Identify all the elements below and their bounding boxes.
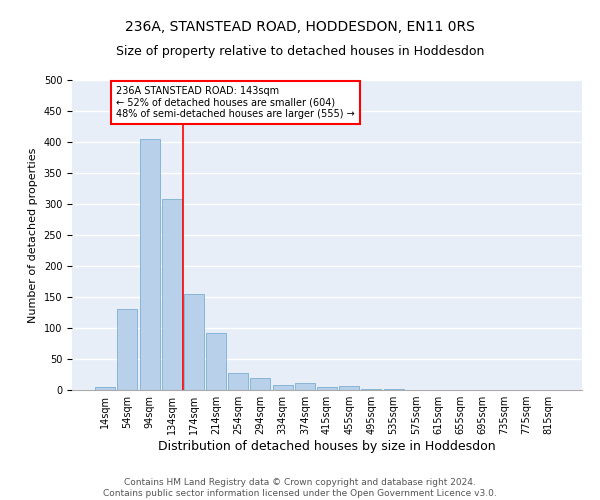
- Text: 236A STANSTEAD ROAD: 143sqm
← 52% of detached houses are smaller (604)
48% of se: 236A STANSTEAD ROAD: 143sqm ← 52% of det…: [116, 86, 355, 120]
- Bar: [206, 333, 226, 390]
- Y-axis label: Number of detached properties: Number of detached properties: [28, 148, 38, 322]
- Bar: [162, 199, 182, 390]
- Text: 236A, STANSTEAD ROAD, HODDESDON, EN11 0RS: 236A, STANSTEAD ROAD, HODDESDON, EN11 0R…: [125, 20, 475, 34]
- Bar: [184, 294, 204, 390]
- X-axis label: Distribution of detached houses by size in Hoddesdon: Distribution of detached houses by size …: [158, 440, 496, 453]
- Text: Contains HM Land Registry data © Crown copyright and database right 2024.
Contai: Contains HM Land Registry data © Crown c…: [103, 478, 497, 498]
- Bar: [339, 386, 359, 390]
- Text: Size of property relative to detached houses in Hoddesdon: Size of property relative to detached ho…: [116, 45, 484, 58]
- Bar: [317, 387, 337, 390]
- Bar: [295, 383, 315, 390]
- Bar: [228, 372, 248, 390]
- Bar: [140, 139, 160, 390]
- Bar: [361, 389, 382, 390]
- Bar: [250, 378, 271, 390]
- Bar: [95, 387, 115, 390]
- Bar: [272, 385, 293, 390]
- Bar: [118, 310, 137, 390]
